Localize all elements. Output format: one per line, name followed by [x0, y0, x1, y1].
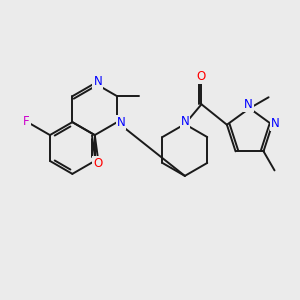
- Text: N: N: [93, 75, 102, 88]
- Text: N: N: [244, 98, 253, 111]
- Text: N: N: [271, 117, 280, 130]
- Text: O: O: [93, 157, 102, 169]
- Text: N: N: [117, 116, 125, 129]
- Text: N: N: [181, 115, 189, 128]
- Text: O: O: [197, 70, 206, 83]
- Text: F: F: [23, 115, 30, 128]
